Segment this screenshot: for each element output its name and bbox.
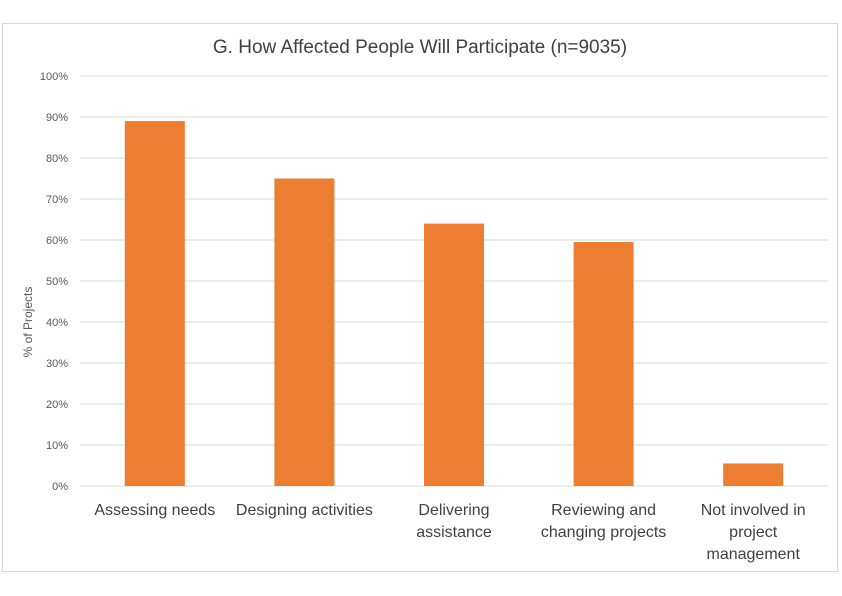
x-tick-label-line: changing projects [541,524,666,541]
x-tick-label-line: Designing activities [236,502,373,519]
bar [723,463,784,486]
chart-frame [2,23,838,572]
y-tick-label: 0% [52,481,68,493]
x-tick-label: Designing activities [236,502,373,519]
x-tick-label-line: assistance [416,524,492,541]
y-tick-label: 80% [46,153,68,165]
x-tick-label-line: Delivering [418,502,489,519]
bar [274,178,335,486]
chart-title: G. How Affected People Will Participate … [213,37,627,58]
x-tick-label: Reviewing and changing projects [541,502,666,541]
x-tick-label: Not involved in project management [701,502,806,563]
x-tick-label-line: management [707,546,801,563]
x-tick-label-line: Not involved in [701,502,806,519]
x-tick-label-line: project [729,524,778,541]
y-axis-label: % of Projects [21,287,35,358]
y-tick-label: 70% [46,194,68,206]
y-tick-label: 30% [46,358,68,370]
y-tick-label: 20% [46,399,68,411]
x-tick-label-line: Assessing needs [94,502,215,519]
x-tick-label: Delivering assistance [416,502,492,541]
y-tick-label: 60% [46,235,68,247]
y-tick-label: 90% [46,112,68,124]
y-tick-label: 50% [46,276,68,288]
x-tick-label: Assessing needs [94,502,215,519]
y-tick-label: 40% [46,317,68,329]
bar [424,223,484,486]
y-tick-label: 10% [46,440,68,452]
y-tick-label: 100% [40,71,68,83]
bar [573,242,634,486]
x-tick-label-line: Reviewing and [551,502,656,519]
bar [124,121,185,486]
